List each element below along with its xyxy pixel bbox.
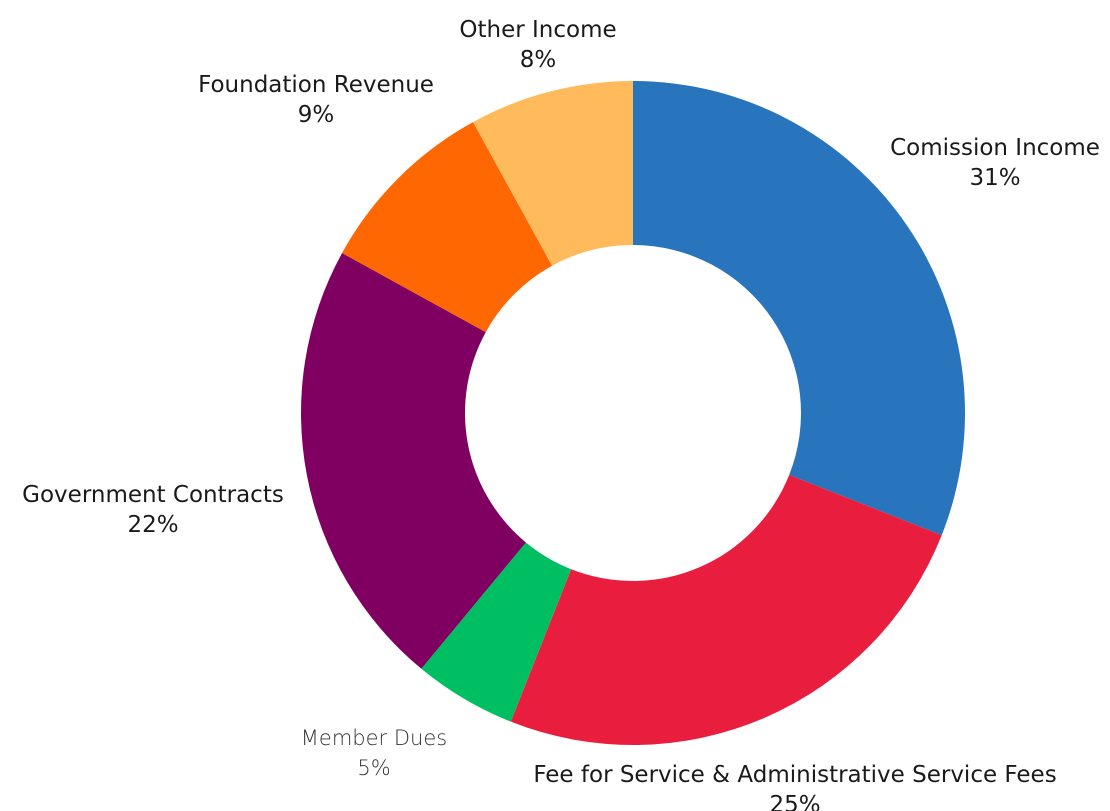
slice-government-contracts — [301, 253, 526, 669]
slice-label-name: Member Dues — [301, 726, 447, 750]
slice-label-5: Foundation Revenue 9% — [198, 72, 434, 128]
slice-label-6: Other Income 8% — [459, 17, 616, 73]
labels-group: Comission Income 31% Fee for Service & Adm… — [22, 17, 1100, 811]
slice-comission-income — [633, 81, 965, 536]
slice-label-percent: 5% — [357, 756, 390, 780]
slice-label-name: Comission Income — [890, 135, 1100, 161]
slice-label-name: Government Contracts — [22, 482, 284, 508]
slice-label-percent: 8% — [520, 47, 557, 73]
slice-foundation-revenue — [342, 122, 553, 333]
slice-label-percent: 9% — [298, 102, 335, 128]
slice-fee-for-service-administrative-service-fees — [510, 474, 942, 746]
slice-other-income — [473, 81, 633, 266]
slice-label-1: Comission Income 31% — [890, 135, 1100, 191]
slice-label-name: Foundation Revenue — [198, 72, 434, 98]
slice-label-name: Fee for Service & Administrative Service… — [533, 762, 1056, 788]
slice-label-percent: 25% — [769, 792, 820, 811]
slice-member-dues — [421, 542, 572, 722]
slice-label-name: Other Income — [459, 17, 616, 43]
slice-label-3: Member Dues 5% — [301, 726, 447, 780]
slice-label-percent: 22% — [127, 512, 178, 538]
slices-group — [301, 81, 965, 746]
slice-label-4: Government Contracts 22% — [22, 482, 284, 538]
slice-label-percent: 31% — [969, 165, 1020, 191]
slice-label-2: Fee for Service & Administrative Service… — [533, 762, 1056, 811]
